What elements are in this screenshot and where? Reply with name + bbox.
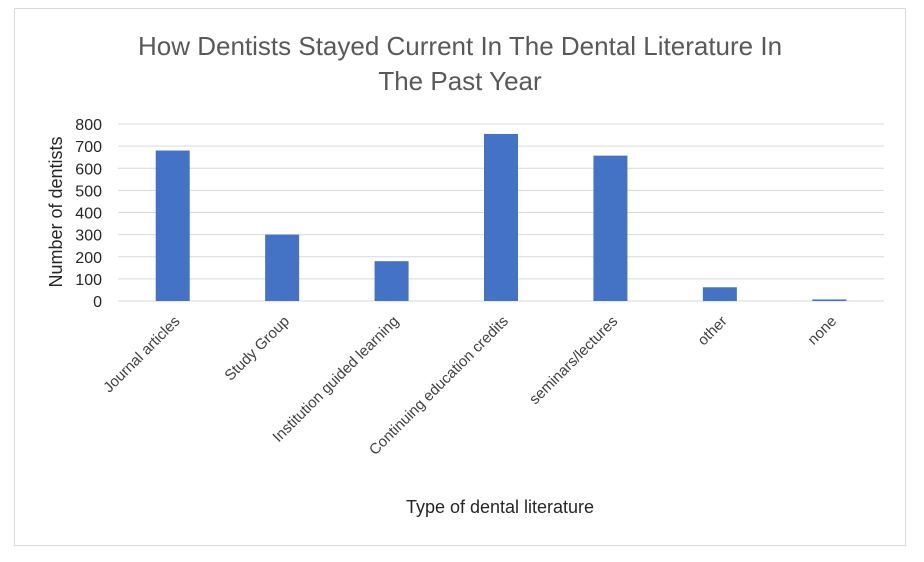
bar-other <box>702 287 737 301</box>
y-tick-label: 200 <box>75 250 102 267</box>
x-tick-label: Institution guided learning <box>269 313 402 446</box>
y-tick-label: 0 <box>93 294 102 311</box>
x-axis-title: Type of dental literature <box>406 497 594 517</box>
x-tick-label: none <box>804 313 840 349</box>
y-tick-label: 700 <box>75 139 102 156</box>
bars <box>155 133 847 301</box>
y-tick-label: 100 <box>75 272 102 289</box>
bar-study-group <box>265 234 300 301</box>
y-tick-label: 400 <box>75 206 102 223</box>
x-tick-label: other <box>694 313 730 349</box>
bar-none <box>812 299 847 301</box>
y-tick-label: 300 <box>75 228 102 245</box>
chart-title-line-1: How Dentists Stayed Current In The Denta… <box>138 31 782 61</box>
y-tick-label: 500 <box>75 183 102 200</box>
bar-seminars-lectures <box>593 155 628 301</box>
chart-title-line-2: The Past Year <box>378 66 542 96</box>
x-tick-label: Journal articles <box>100 313 183 396</box>
y-axis-ticks: 0 100 200 300 400 500 600 700 800 <box>75 117 102 311</box>
bar-journal-articles <box>155 150 190 301</box>
bar-continuing-education-credits <box>484 133 518 301</box>
bar-institution-guided-learning <box>374 261 409 301</box>
y-tick-label: 600 <box>75 161 102 178</box>
x-tick-label: Study Group <box>221 313 293 385</box>
x-tick-label: seminars/lectures <box>526 313 621 408</box>
y-tick-label: 800 <box>75 117 102 134</box>
y-axis-title: Number of dentists <box>46 136 66 287</box>
